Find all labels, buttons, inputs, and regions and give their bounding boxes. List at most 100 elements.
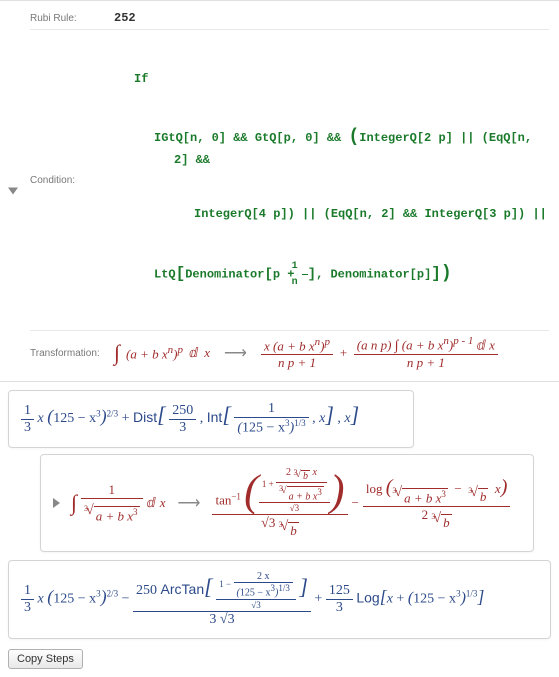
condition-line: If — [154, 70, 549, 88]
integral-sign-icon: ∫ — [114, 340, 120, 366]
o2-arctan: ArcTan — [161, 581, 205, 597]
t1-n: n — [315, 336, 321, 348]
t2-n: n — [443, 335, 449, 347]
lhs-p: p — [178, 344, 184, 356]
o2-x: x — [38, 592, 44, 607]
o2-db: 125 − x — [240, 588, 271, 599]
o2-lx: x — [387, 592, 393, 607]
rubi-rule-label: Rubi Rule: — [30, 13, 114, 24]
expand-toggle-icon[interactable] — [53, 498, 60, 508]
o2-3d: 3 — [326, 600, 353, 616]
nt-num: 1 — [81, 482, 142, 499]
nt-term2: log (3√a + b x3 − 3√b x) 2 3√b — [363, 476, 511, 531]
t2-coef: (a n p) — [357, 337, 392, 352]
o2-dei: 3 — [271, 583, 276, 593]
o1-x: x — [38, 411, 44, 426]
t1-den: n p + 1 — [261, 355, 333, 371]
transformation-label: Transformation: — [30, 348, 114, 359]
o2-ds: 3 — [228, 612, 235, 627]
o2-term2: 250 ArcTan[ 1 − 2 x (125 − x3)1/3 √3 ] 3… — [133, 571, 311, 627]
nt-s3: 3 — [295, 503, 300, 513]
copy-steps-button[interactable]: Copy Steps — [8, 649, 83, 669]
arrow-icon: ⟶ — [170, 493, 209, 513]
dist-d: 3 — [169, 420, 196, 436]
collapse-toggle-icon[interactable] — [8, 188, 18, 195]
rubi-rule-row: Rubi Rule: 252 — [30, 7, 549, 30]
nt-log: log — [366, 481, 383, 496]
dist-func: Dist — [133, 409, 157, 425]
nt-r2a: b — [478, 488, 489, 505]
o1-den: 3 — [21, 420, 34, 436]
condition-line: IntegerQ[4 p]) || (EqQ[n, 2] && IntegerQ… — [154, 205, 549, 223]
o2-p: + — [314, 592, 322, 607]
o2-2x: 2 x — [234, 571, 293, 583]
nt-bc: 2 — [422, 507, 429, 522]
arrow-icon: ⟶ — [216, 343, 255, 363]
nt-term1: tan−1 ( 1 + 2 3√b x 3√a + b x3 √3 ) — [212, 467, 347, 539]
rubi-rule-number: 252 — [114, 11, 549, 25]
o2-dc: 3 — [209, 612, 216, 627]
nt-de-e: 3 — [317, 487, 322, 497]
o2-lead: 1 − — [219, 579, 231, 589]
transformation-content: ∫ (a + b xn)p ⅆd xx ⟶ x (a + b xn)p n p … — [114, 335, 549, 371]
o2-250: 250 — [136, 583, 157, 598]
nt-minus: − — [352, 495, 359, 511]
t2-p: p - 1 — [453, 335, 473, 347]
nt-bra: b — [288, 522, 299, 539]
integral-sign-icon: ∫ — [71, 490, 77, 516]
nt-r1e: a + b x — [404, 490, 441, 505]
nt-x: x — [313, 467, 317, 478]
o2-b: 125 − x — [53, 592, 96, 607]
condition-row: Condition: If IGtQ[n, 0] && GtQ[p, 0] &&… — [30, 30, 549, 331]
o2-eo: 2/3 — [107, 589, 119, 599]
dist-n: 250 — [169, 403, 196, 420]
int-den-base: 125 − x — [242, 421, 285, 436]
o1-exp-out: 2/3 — [107, 409, 119, 419]
o1-plus: + — [122, 411, 130, 426]
transform-term1: x (a + b xn)p n p + 1 — [261, 336, 333, 371]
o2-3n: 125 — [326, 583, 353, 600]
o2-1d: 3 — [21, 600, 34, 616]
o2-s3: 3 — [256, 600, 261, 610]
plus: + — [339, 345, 348, 361]
t2-base: a + b x — [406, 337, 443, 352]
output-cell-1: 13 x (125 − x3)2/3 + Dist[ 2503 , Int[ 1… — [8, 390, 414, 448]
condition-line: LtQ[Denominator[p + 1n], Denominator[p]]… — [154, 259, 549, 290]
o2-lp: + — [396, 592, 404, 607]
t1-base: a + b x — [277, 338, 314, 353]
int-den-eo: 1/3 — [294, 418, 306, 428]
condition-line: IGtQ[n, 0] && GtQ[p, 0] && (IntegerQ[2 p… — [154, 124, 549, 169]
t2-den: n p + 1 — [354, 355, 498, 371]
nt-tan-sup: −1 — [231, 491, 241, 501]
output-cell-2: 13 x (125 − x3)2/3 − 250 ArcTan[ 1 − 2 x… — [8, 560, 551, 638]
condition-label: Condition: — [30, 175, 114, 186]
int-func: Int — [207, 409, 223, 425]
o2-deo: 1/3 — [278, 583, 290, 593]
nt-tan: tan — [215, 493, 231, 508]
nt-c2: 2 — [286, 467, 291, 478]
t1-x: x — [264, 338, 270, 353]
o2-lb: 125 − x — [413, 592, 456, 607]
condition-content: If IGtQ[n, 0] && GtQ[p, 0] && (IntegerQ[… — [114, 34, 549, 326]
o2-m: − — [122, 592, 130, 607]
t1-p: p — [324, 336, 330, 348]
nt-de: a + b x — [289, 491, 318, 502]
o2-leo: 1/3 — [466, 589, 478, 599]
nt-expr: a + b x — [96, 508, 133, 523]
condition-code: If IGtQ[n, 0] && GtQ[p, 0] && (IntegerQ[… — [114, 34, 549, 326]
transformation-row: Transformation: ∫ (a + b xn)p ⅆd xx ⟶ x … — [30, 331, 549, 375]
nested-transform-cell: ∫ 1 3√a + b x3 ⅆx ⟶ tan−1 ( 1 + 2 3√b x … — [40, 454, 534, 552]
o1-base: 125 − x — [53, 411, 96, 426]
nt-m2: − — [454, 481, 461, 496]
nt-lead: 1 + — [262, 479, 274, 489]
nt-bs: 3 — [269, 515, 276, 530]
nt-bra2: b — [441, 514, 452, 531]
lhs-base: a + b x — [130, 346, 167, 361]
lhs-n: n — [168, 344, 174, 356]
o2-log: Log — [356, 590, 379, 606]
nt-r1x: 3 — [441, 489, 446, 499]
transform-term2: (a n p) ∫ (a + b xn)p - 1 ⅆ x n p + 1 — [354, 335, 498, 371]
nt-exp: 3 — [133, 507, 138, 517]
int-num: 1 — [234, 401, 308, 418]
nt-ra: b — [301, 470, 310, 482]
